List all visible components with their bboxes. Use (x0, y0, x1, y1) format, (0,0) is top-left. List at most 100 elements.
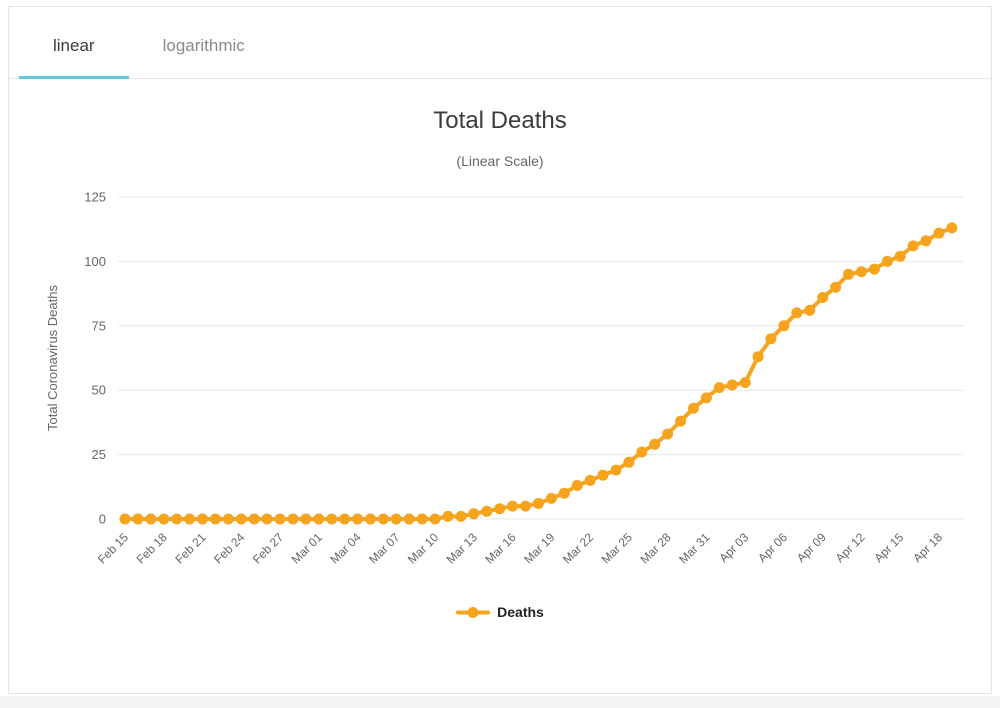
data-point[interactable] (455, 510, 467, 522)
data-point[interactable] (804, 304, 816, 316)
data-point[interactable] (933, 227, 945, 239)
data-point[interactable] (261, 513, 273, 525)
data-point[interactable] (765, 333, 777, 345)
data-point[interactable] (158, 513, 170, 525)
y-tick-label: 25 (92, 447, 106, 462)
chart-card: linear logarithmic Total Deaths (Linear … (8, 6, 992, 694)
data-point[interactable] (675, 415, 687, 427)
legend-item-deaths[interactable]: Deaths (456, 604, 544, 620)
y-tick-label: 50 (92, 383, 106, 398)
data-point[interactable] (416, 513, 428, 525)
data-point[interactable] (907, 240, 919, 252)
data-point[interactable] (390, 513, 402, 525)
x-tick-label: Mar 10 (405, 530, 442, 567)
data-point[interactable] (791, 307, 803, 319)
y-tick-label: 100 (84, 254, 106, 269)
x-tick-label: Mar 01 (289, 530, 326, 567)
data-point[interactable] (623, 456, 635, 468)
data-point[interactable] (649, 438, 661, 450)
x-tick-label: Mar 28 (637, 530, 674, 567)
data-point[interactable] (778, 320, 790, 332)
data-point[interactable] (377, 513, 389, 525)
data-point[interactable] (752, 351, 764, 363)
data-point[interactable] (145, 513, 157, 525)
data-point[interactable] (739, 377, 751, 388)
x-tick-label: Mar 07 (366, 530, 403, 567)
data-point[interactable] (481, 505, 493, 517)
x-tick-label: Apr 15 (871, 530, 906, 565)
legend-marker-icon (456, 606, 491, 618)
data-point[interactable] (171, 513, 183, 525)
data-point[interactable] (558, 487, 570, 499)
x-tick-label: Mar 31 (676, 530, 713, 567)
data-point[interactable] (300, 513, 312, 525)
data-point[interactable] (662, 428, 674, 440)
data-point[interactable] (197, 513, 208, 525)
data-point[interactable] (726, 379, 738, 391)
x-tick-label: Apr 12 (833, 530, 868, 565)
data-point[interactable] (571, 480, 583, 491)
x-tick-label: Mar 25 (599, 530, 636, 567)
data-point[interactable] (868, 263, 880, 275)
data-point[interactable] (468, 508, 480, 520)
data-point[interactable] (830, 281, 842, 293)
data-point[interactable] (494, 503, 506, 515)
x-tick-label: Feb 27 (250, 530, 287, 567)
data-point[interactable] (713, 382, 725, 394)
data-point[interactable] (597, 469, 609, 481)
data-point[interactable] (313, 513, 325, 525)
data-point[interactable] (352, 513, 364, 525)
tab-linear[interactable]: linear (19, 7, 129, 79)
x-tick-label: Mar 19 (521, 530, 558, 567)
data-point[interactable] (248, 513, 260, 525)
x-tick-label: Feb 18 (134, 530, 171, 567)
data-point[interactable] (507, 500, 519, 512)
data-point[interactable] (429, 513, 441, 525)
data-point[interactable] (132, 513, 144, 525)
x-tick-label: Apr 06 (755, 530, 790, 565)
tab-logarithmic[interactable]: logarithmic (129, 7, 279, 78)
tab-linear-label: linear (53, 35, 95, 55)
chart-title: Total Deaths (433, 107, 567, 134)
y-tick-label: 75 (92, 318, 106, 333)
data-point[interactable] (274, 513, 286, 525)
deaths-line[interactable] (123, 225, 954, 521)
x-tick-label: Feb 15 (95, 530, 132, 567)
data-point[interactable] (184, 513, 196, 525)
data-point[interactable] (584, 474, 596, 486)
data-point[interactable] (894, 250, 906, 262)
page-bottom-strip (0, 696, 1000, 708)
data-point[interactable] (700, 392, 712, 404)
data-point[interactable] (688, 402, 699, 414)
x-tick-label: Apr 03 (716, 530, 751, 565)
data-point[interactable] (403, 513, 415, 525)
data-point[interactable] (209, 513, 221, 525)
y-tick-label: 0 (99, 512, 106, 527)
data-point[interactable] (636, 446, 648, 458)
x-tick-label: Apr 09 (794, 530, 829, 565)
data-point[interactable] (881, 255, 893, 267)
data-point[interactable] (235, 513, 247, 525)
data-point[interactable] (946, 222, 958, 234)
data-point[interactable] (610, 464, 622, 476)
data-point[interactable] (326, 513, 338, 525)
data-point[interactable] (817, 292, 829, 303)
data-point[interactable] (520, 500, 531, 512)
data-point[interactable] (119, 513, 131, 525)
data-point[interactable] (545, 492, 557, 504)
data-point[interactable] (365, 513, 376, 525)
x-tick-label: Mar 13 (444, 530, 481, 567)
data-point[interactable] (442, 510, 454, 522)
y-tick-label: 125 (84, 190, 106, 205)
data-point[interactable] (339, 513, 351, 525)
data-point[interactable] (843, 268, 854, 280)
data-point[interactable] (287, 513, 299, 525)
data-point[interactable] (855, 266, 867, 278)
tab-logarithmic-label: logarithmic (162, 35, 245, 55)
legend: Deaths (9, 604, 991, 620)
x-tick-label: Feb 24 (211, 530, 248, 567)
data-point[interactable] (532, 498, 544, 509)
data-point[interactable] (222, 513, 234, 525)
data-point[interactable] (920, 235, 932, 247)
